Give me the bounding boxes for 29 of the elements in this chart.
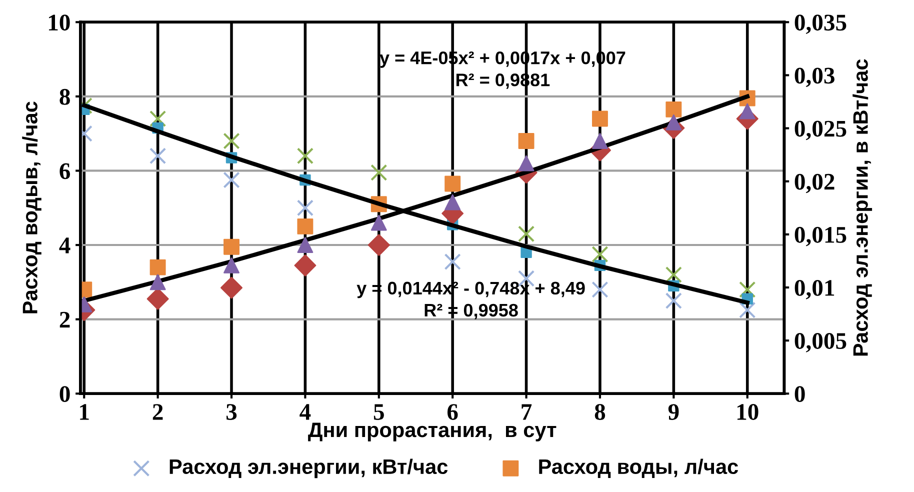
y2-tick-label: 0,035: [794, 14, 846, 34]
x-tick-label: 2: [152, 404, 163, 420]
legend-label: Расход эл.энергии, кВт/час: [170, 458, 448, 478]
y-tick-label: 2: [60, 312, 70, 328]
y2-tick-label: 0,01: [794, 280, 834, 300]
y2-tick-label: 0,005: [794, 333, 846, 352]
x-tick-label: 9: [668, 404, 679, 420]
y-tick-label: 4: [59, 238, 70, 254]
x-tick-label: 3: [226, 404, 237, 420]
y-axis-title: Расход водыв, л/час: [22, 102, 42, 314]
x-tick-label: 6: [447, 404, 458, 420]
y2-tick-label: 0,03: [794, 68, 834, 88]
x-tick-label: 7: [522, 404, 532, 420]
x-tick-label: 5: [374, 404, 384, 420]
x-axis-title: Дни прорастания, в сут: [308, 422, 556, 442]
y2-tick-label: 0,025: [794, 120, 846, 140]
y-tick-label: 0: [60, 386, 70, 402]
y2-tick-label: 0,015: [794, 226, 846, 246]
y2-tick-label: 0: [794, 386, 805, 402]
x-tick-label: 8: [594, 404, 606, 420]
y2-tick-label: 0,02: [794, 174, 834, 194]
y2-axis-title: Расход эл.энергии, в кВт/час: [852, 59, 872, 356]
y-tick-label: 8: [60, 88, 70, 105]
legend-label: Расход воды, л/час: [539, 458, 738, 478]
y-tick-label: 6: [60, 163, 70, 180]
x-tick-label: 1: [80, 404, 89, 420]
x-tick-label: 4: [300, 404, 311, 420]
y-tick-label: 10: [48, 14, 70, 31]
x-tick-label: 10: [737, 404, 758, 420]
